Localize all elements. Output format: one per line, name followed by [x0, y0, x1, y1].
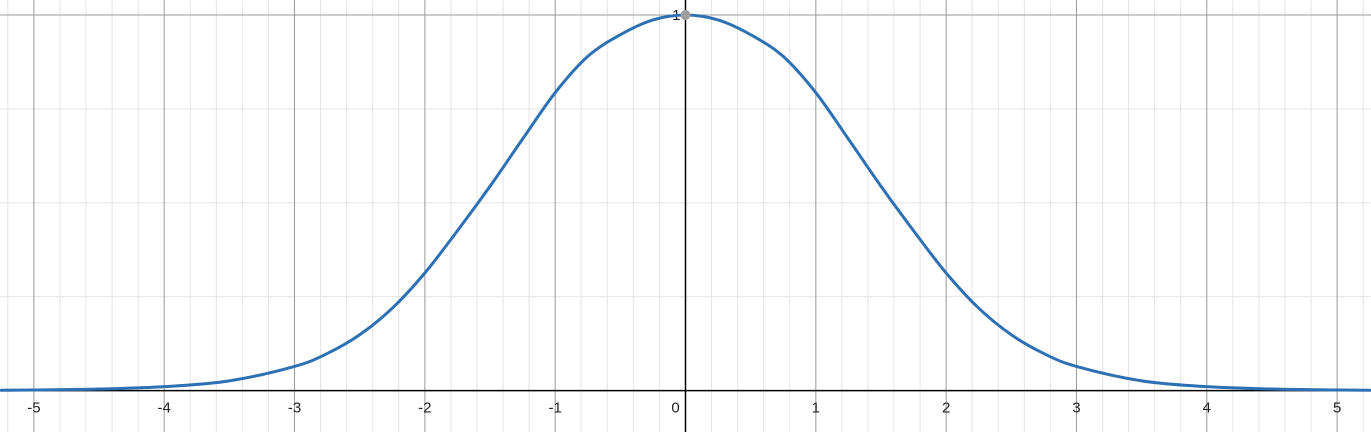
points-group: [680, 10, 691, 21]
x-tick-label: 1: [812, 400, 820, 417]
x-tick-label: -1: [549, 400, 562, 417]
x-tick-label: -2: [418, 400, 431, 417]
x-tick-label: 2: [942, 400, 950, 417]
x-tick-label: 4: [1203, 400, 1211, 417]
x-tick-label: -4: [158, 400, 171, 417]
x-tick-label: 0: [671, 400, 679, 417]
x-tick-labels: -5 -4 -3 -2 -1 0 1 2 3 4 5: [27, 400, 1341, 417]
maximum-point[interactable]: [680, 10, 691, 21]
x-tick-label: 3: [1072, 400, 1080, 417]
x-tick-label: -3: [288, 400, 301, 417]
x-tick-label: 5: [1333, 400, 1341, 417]
x-tick-label: -5: [27, 400, 40, 417]
